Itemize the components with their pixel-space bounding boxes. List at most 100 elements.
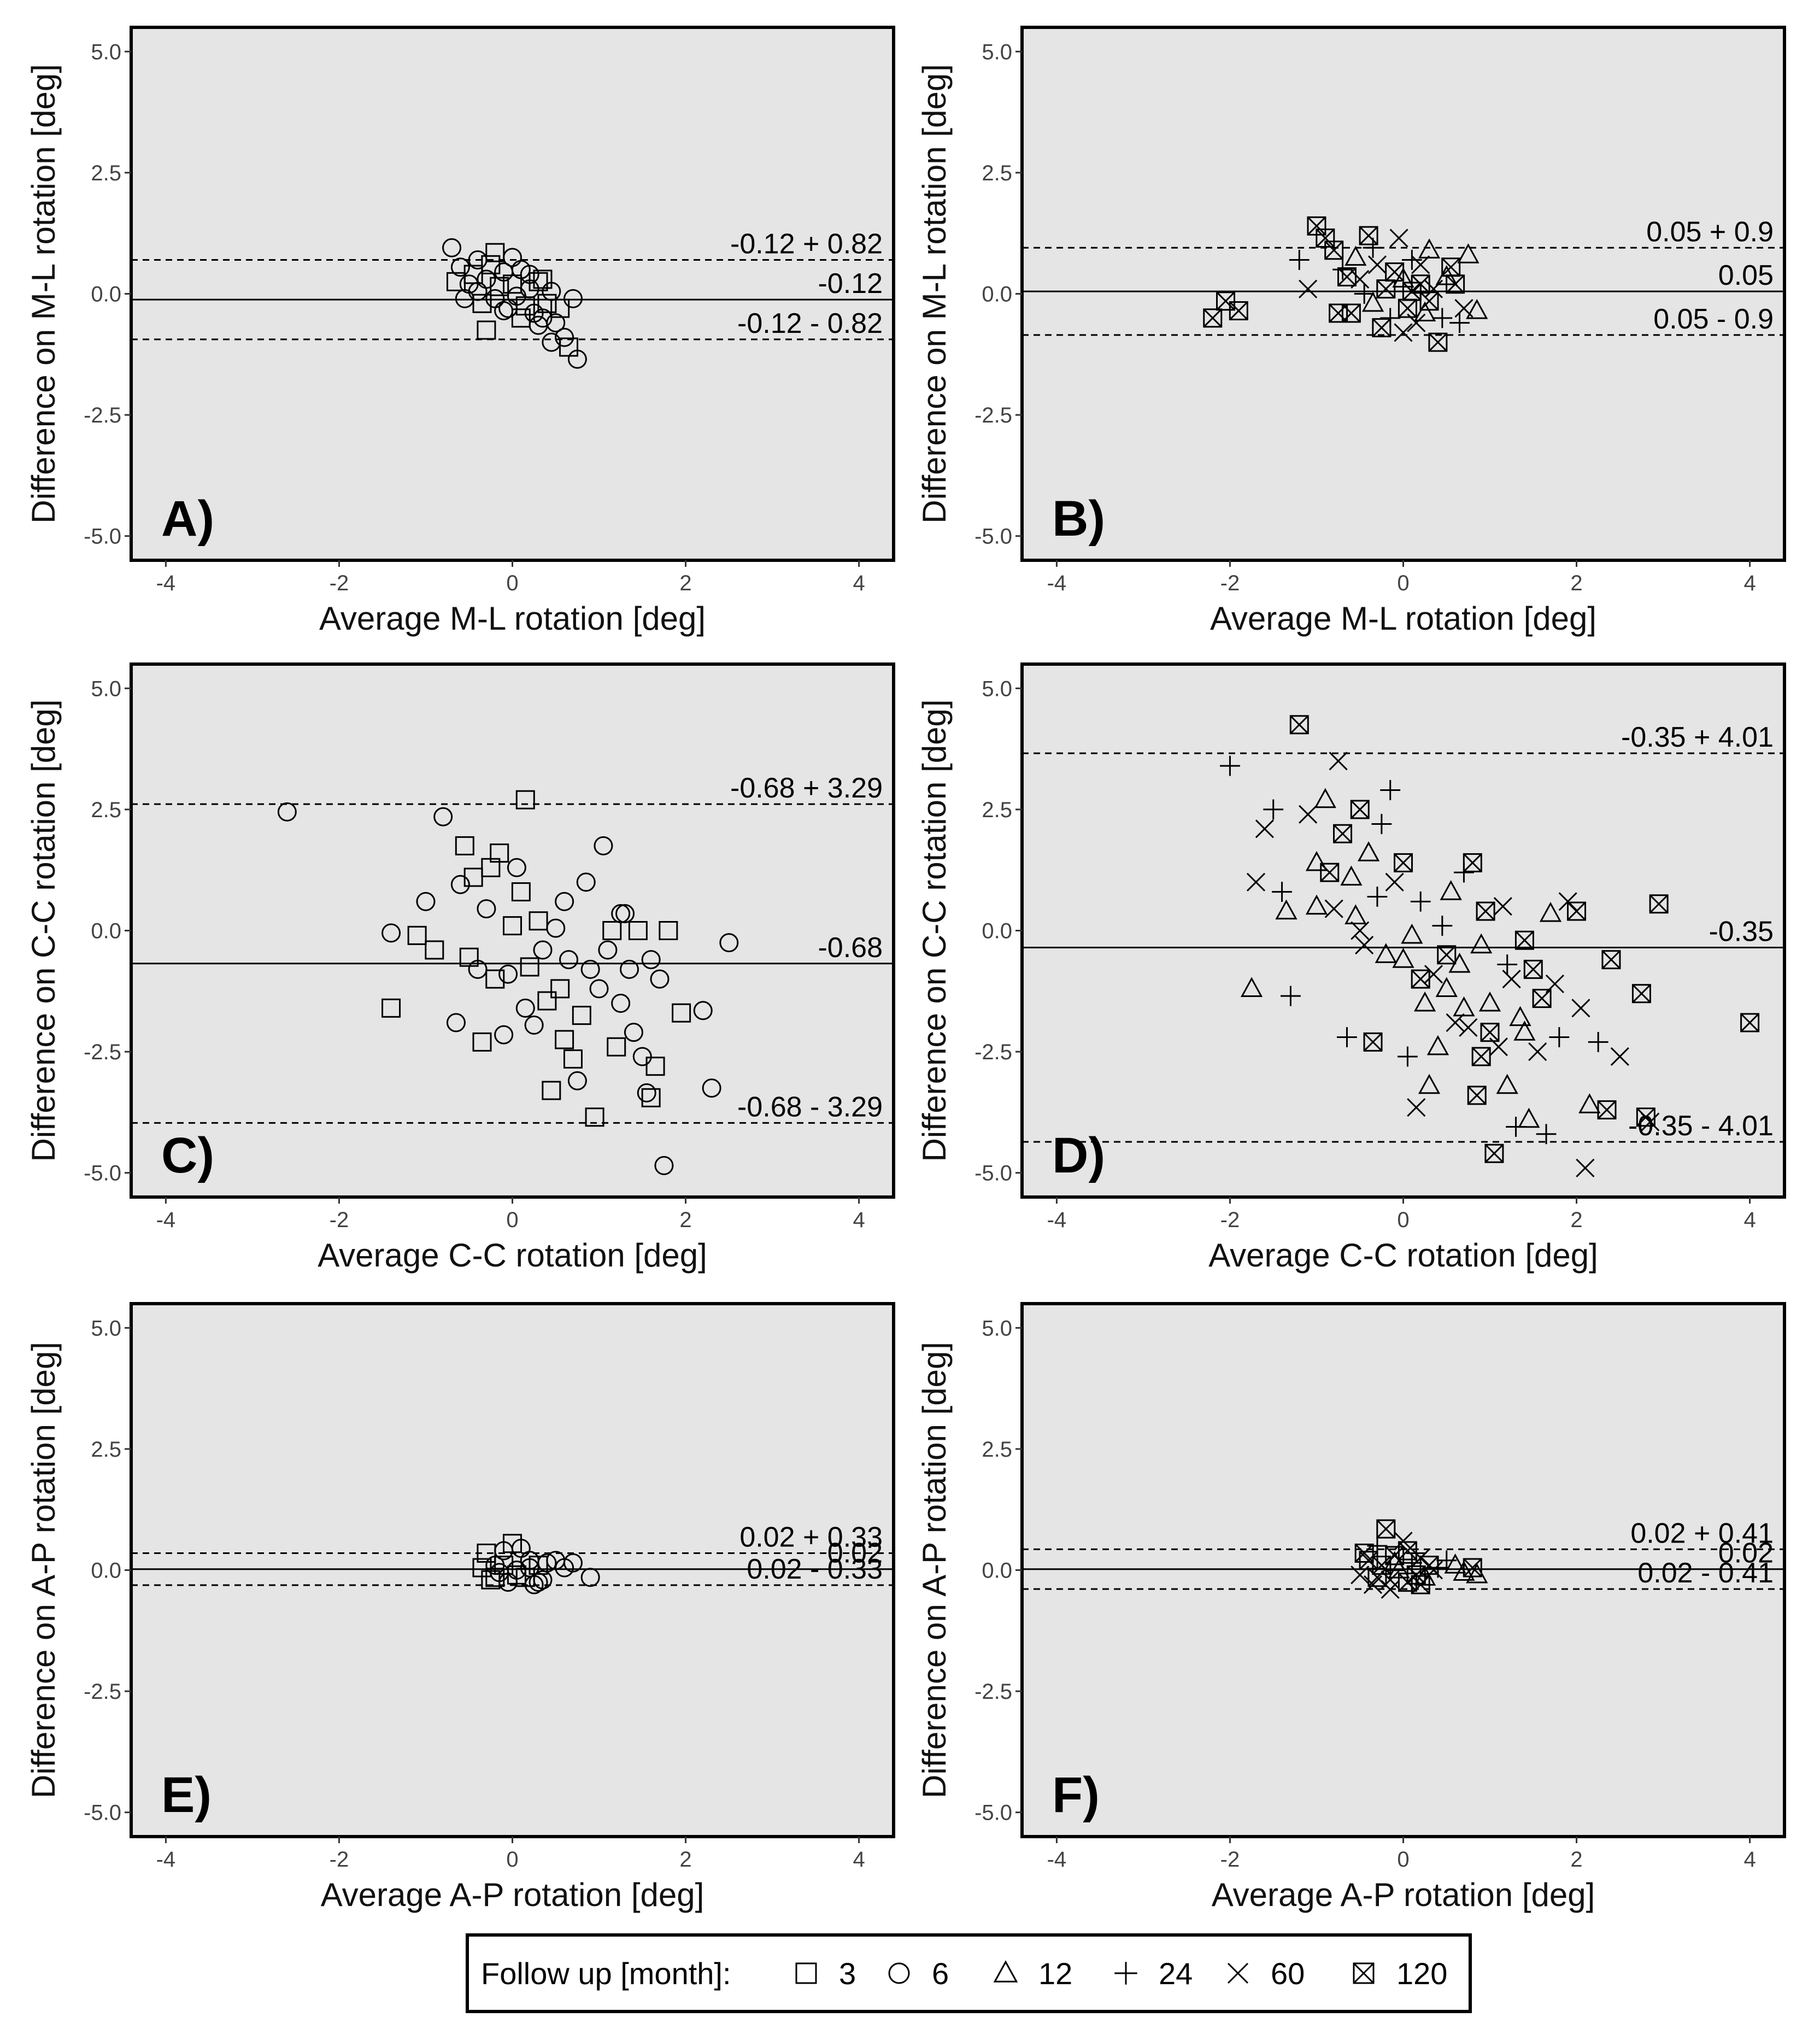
lower-line-label: 0.02 - 0.33 xyxy=(747,1553,883,1585)
data-point xyxy=(407,925,427,945)
data-point xyxy=(1424,279,1443,298)
data-point xyxy=(524,1015,544,1035)
x-axis-title: Average A-P rotation [deg] xyxy=(321,1876,704,1913)
data-point xyxy=(1281,986,1301,1006)
data-point xyxy=(1523,959,1543,979)
data-point xyxy=(1466,1563,1488,1584)
data-point xyxy=(537,294,557,313)
data-point xyxy=(511,882,531,902)
data-point xyxy=(1418,1074,1441,1094)
y-tick-label: -5.0 xyxy=(84,1162,121,1186)
y-tick-label: 5.0 xyxy=(91,40,121,64)
x-tick-label: 0 xyxy=(1397,1208,1409,1232)
data-point xyxy=(485,969,505,989)
panel-label: F) xyxy=(1052,1767,1100,1823)
data-point xyxy=(1578,1093,1601,1113)
data-point xyxy=(1401,250,1422,270)
data-point xyxy=(1407,1098,1426,1117)
data-point xyxy=(1389,228,1408,248)
data-point xyxy=(1444,1553,1466,1574)
data-point xyxy=(632,1047,652,1066)
x-tick-label: 0 xyxy=(1397,1848,1409,1872)
x-tick-label: 4 xyxy=(1743,571,1756,595)
panel-E: 0.02 + 0.330.020.02 - 0.33E)-5.0-2.50.02… xyxy=(25,1302,895,1913)
x-tick-label: 4 xyxy=(853,571,865,595)
data-point xyxy=(1631,984,1651,1004)
x-tick-label: -2 xyxy=(330,571,349,595)
y-axis-title: Difference on A-P rotation [deg] xyxy=(25,1342,62,1798)
data-point xyxy=(719,933,739,953)
data-points xyxy=(1203,216,1488,352)
data-point xyxy=(1478,991,1501,1012)
data-point xyxy=(1255,819,1274,838)
data-point xyxy=(468,959,488,979)
x-tick-label: 2 xyxy=(679,1848,691,1872)
data-point xyxy=(1324,241,1344,260)
panel-label: A) xyxy=(161,491,214,547)
data-point xyxy=(1354,1543,1374,1563)
mean-line-label: -0.68 xyxy=(818,932,883,964)
data-point xyxy=(1471,1047,1491,1066)
y-tick-label: 5.0 xyxy=(91,677,121,701)
data-point xyxy=(1272,882,1292,902)
data-point xyxy=(1407,313,1426,332)
data-point xyxy=(1610,1047,1629,1066)
data-point xyxy=(494,301,514,321)
data-point xyxy=(515,790,535,810)
x-tick-label: -4 xyxy=(1047,1848,1067,1872)
data-point xyxy=(1372,318,1392,338)
data-point xyxy=(1380,780,1401,800)
data-point xyxy=(490,277,509,296)
data-point xyxy=(472,1032,492,1052)
data-point xyxy=(1332,259,1353,280)
data-point xyxy=(1428,332,1448,352)
legend-cross-marker xyxy=(1227,1962,1249,1984)
data-point xyxy=(1549,1027,1570,1047)
mean-line-label: 0.02 xyxy=(1718,1538,1774,1569)
legend-item-label: 24 xyxy=(1159,1956,1193,1991)
y-tick-label: 2.5 xyxy=(982,798,1012,822)
data-point xyxy=(1545,974,1564,994)
data-point xyxy=(1432,308,1453,329)
data-point xyxy=(602,921,622,940)
data-point xyxy=(494,1025,514,1045)
data-point xyxy=(537,1553,557,1573)
data-point xyxy=(1514,930,1534,950)
data-point xyxy=(446,1013,466,1033)
data-point xyxy=(1275,899,1298,920)
x-tick-label: 2 xyxy=(1570,1848,1582,1872)
data-point xyxy=(1361,291,1384,312)
data-point xyxy=(637,1083,656,1102)
data-point xyxy=(511,308,531,328)
data-point xyxy=(1324,899,1343,918)
x-tick-label: -2 xyxy=(1220,571,1240,595)
data-point xyxy=(580,959,600,979)
data-point xyxy=(1502,970,1521,989)
x-tick-label: 4 xyxy=(1743,1208,1756,1232)
data-point xyxy=(607,1037,626,1057)
data-point xyxy=(1355,936,1374,955)
data-point xyxy=(620,959,639,979)
data-point xyxy=(416,892,436,911)
y-tick-label: -2.5 xyxy=(974,403,1012,427)
data-point xyxy=(1740,1013,1760,1033)
legend-plus-marker xyxy=(1114,1962,1137,1985)
data-point xyxy=(425,940,444,960)
data-point xyxy=(529,1573,548,1592)
data-point xyxy=(490,843,509,863)
panel-label: B) xyxy=(1052,491,1105,547)
y-axis-title: Difference on C-C rotation [deg] xyxy=(916,699,953,1162)
data-point xyxy=(1470,933,1493,954)
data-point xyxy=(550,979,570,999)
data-point xyxy=(468,250,488,269)
legend-item: 3 xyxy=(795,1956,856,1991)
data-point xyxy=(1437,945,1457,965)
data-point xyxy=(1401,923,1423,944)
data-point xyxy=(1411,969,1430,989)
data-point xyxy=(1411,255,1430,274)
data-point xyxy=(1367,887,1388,907)
upper-line-label: -0.35 + 4.01 xyxy=(1621,722,1774,753)
legend: Follow up [month]: 3 6 12 24 60 120 xyxy=(466,1933,1472,2013)
data-point xyxy=(659,921,678,940)
data-point xyxy=(567,1071,587,1090)
